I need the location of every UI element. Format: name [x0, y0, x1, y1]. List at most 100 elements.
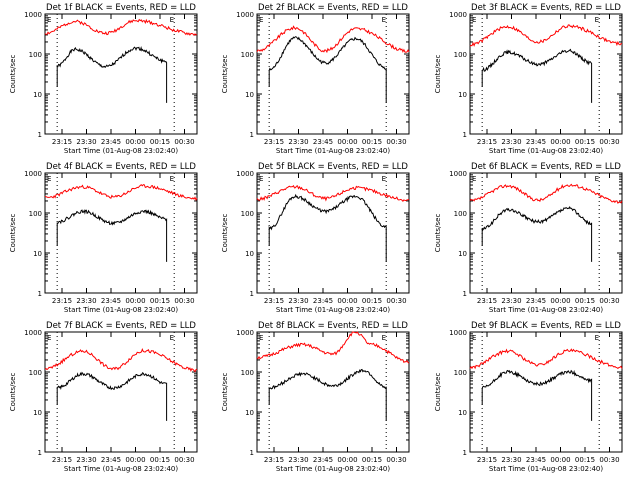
y-tick-label: 1000 — [449, 170, 467, 178]
y-tick-label: 1 — [38, 290, 42, 298]
series-lld-line — [44, 347, 198, 373]
x-axis-label: Start Time (01-Aug-08 23:02:40) — [64, 147, 178, 155]
y-tick-label: 1000 — [24, 11, 42, 19]
x-tick-label: 23:15 — [52, 138, 72, 146]
corner-mark: E — [259, 334, 263, 342]
series-events-line — [56, 209, 168, 262]
panel-det-3f: Det 3f BLACK = Events, RED = LLD 1 10 100 10… — [434, 3, 623, 155]
x-tick-label: 23:30 — [288, 456, 308, 464]
x-tick-label: 00:30 — [174, 138, 194, 146]
x-axis-label: Start Time (01-Aug-08 23:02:40) — [276, 465, 390, 473]
x-axis-label: Start Time (01-Aug-08 23:02:40) — [489, 147, 603, 155]
plot-frame — [469, 13, 623, 135]
x-tick-label: 00:00 — [337, 456, 357, 464]
series-events-line — [268, 368, 387, 421]
plot-frame — [256, 13, 410, 135]
panel-det-4f: Det 4f BLACK = Events, RED = LLD 1 10 100 10… — [9, 162, 198, 314]
series-lld-line — [44, 184, 198, 202]
y-tick-label: 1000 — [24, 170, 42, 178]
series-lld-line — [256, 331, 410, 364]
y-tick-label: 10 — [458, 91, 467, 99]
series-lld-line — [469, 348, 623, 370]
corner-mark: E — [170, 175, 174, 183]
series-lld-line — [469, 24, 623, 47]
chart-title: Det 4f BLACK = Events, RED = LLD — [46, 162, 196, 172]
x-tick-label: 00:30 — [599, 297, 619, 305]
x-tick-label: 23:15 — [477, 138, 497, 146]
y-tick-label: 100 — [454, 51, 467, 59]
corner-mark: E — [170, 334, 174, 342]
x-tick-label: 23:15 — [477, 297, 497, 305]
x-tick-label: 00:00 — [550, 456, 570, 464]
y-axis-label: Counts/sec — [9, 55, 17, 94]
y-tick-label: 1 — [250, 131, 254, 139]
x-axis-label: Start Time (01-Aug-08 23:02:40) — [489, 306, 603, 314]
chart-title: Det 3f BLACK = Events, RED = LLD — [471, 3, 621, 13]
y-tick-label: 10 — [458, 409, 467, 417]
x-axis-label: Start Time (01-Aug-08 23:02:40) — [489, 465, 603, 473]
corner-mark: E — [170, 16, 174, 24]
corner-mark: E — [472, 16, 476, 24]
corner-mark: E — [595, 175, 599, 183]
plot-frame — [256, 331, 410, 453]
chart-title: Det 7f BLACK = Events, RED = LLD — [46, 321, 196, 331]
corner-mark: E — [382, 16, 386, 24]
y-axis-label: Counts/sec — [434, 214, 442, 253]
y-axis-label: Counts/sec — [434, 373, 442, 412]
x-tick-label: 00:30 — [386, 297, 406, 305]
x-tick-label: 23:45 — [313, 297, 333, 305]
x-axis-label: Start Time (01-Aug-08 23:02:40) — [64, 465, 178, 473]
corner-mark: E — [595, 334, 599, 342]
x-tick-label: 23:30 — [501, 138, 521, 146]
series-lld-line — [256, 25, 410, 54]
y-tick-label: 100 — [241, 210, 254, 218]
x-tick-label: 00:15 — [150, 456, 170, 464]
x-tick-label: 23:30 — [288, 297, 308, 305]
x-tick-label: 23:15 — [52, 297, 72, 305]
x-tick-label: 00:00 — [125, 138, 145, 146]
corner-mark: E — [47, 334, 51, 342]
series-lld-line — [256, 185, 410, 202]
y-tick-label: 1 — [250, 290, 254, 298]
panel-det-2f: Det 2f BLACK = Events, RED = LLD 1 10 100 10… — [221, 3, 410, 155]
series-events-line — [56, 371, 168, 421]
y-tick-label: 1 — [38, 449, 42, 457]
series-events-line — [268, 193, 387, 262]
x-tick-label: 00:00 — [125, 456, 145, 464]
panel-det-5f: Det 5f BLACK = Events, RED = LLD 1 10 100 10… — [221, 162, 410, 314]
x-tick-label: 00:15 — [575, 456, 595, 464]
x-axis-label: Start Time (01-Aug-08 23:02:40) — [276, 147, 390, 155]
series-events-line — [481, 369, 593, 421]
x-tick-label: 23:30 — [76, 456, 96, 464]
chart-title: Det 8f BLACK = Events, RED = LLD — [258, 321, 408, 331]
y-tick-label: 1 — [250, 449, 254, 457]
x-tick-label: 00:30 — [174, 456, 194, 464]
x-tick-label: 00:30 — [599, 138, 619, 146]
x-axis-label: Start Time (01-Aug-08 23:02:40) — [276, 306, 390, 314]
corner-mark: E — [259, 16, 263, 24]
panel-det-7f: Det 7f BLACK = Events, RED = LLD 1 10 100 10… — [9, 321, 198, 473]
y-tick-label: 1 — [38, 131, 42, 139]
x-tick-label: 00:15 — [362, 138, 382, 146]
chart-title: Det 5f BLACK = Events, RED = LLD — [258, 162, 408, 172]
x-tick-label: 23:45 — [101, 456, 121, 464]
x-tick-label: 23:30 — [501, 297, 521, 305]
x-tick-label: 00:00 — [550, 297, 570, 305]
y-tick-label: 1000 — [236, 329, 254, 337]
corner-mark: E — [472, 175, 476, 183]
y-tick-label: 1000 — [236, 11, 254, 19]
y-tick-label: 100 — [29, 210, 42, 218]
x-tick-label: 00:00 — [337, 297, 357, 305]
x-tick-label: 00:30 — [386, 138, 406, 146]
y-tick-label: 10 — [458, 250, 467, 258]
plot-frame — [44, 13, 198, 135]
corner-mark: E — [595, 16, 599, 24]
y-tick-label: 100 — [241, 369, 254, 377]
plot-frame — [44, 331, 198, 453]
corner-mark: E — [472, 334, 476, 342]
corner-mark: E — [47, 175, 51, 183]
y-tick-label: 100 — [29, 51, 42, 59]
y-tick-label: 10 — [245, 409, 254, 417]
x-tick-label: 23:45 — [101, 297, 121, 305]
